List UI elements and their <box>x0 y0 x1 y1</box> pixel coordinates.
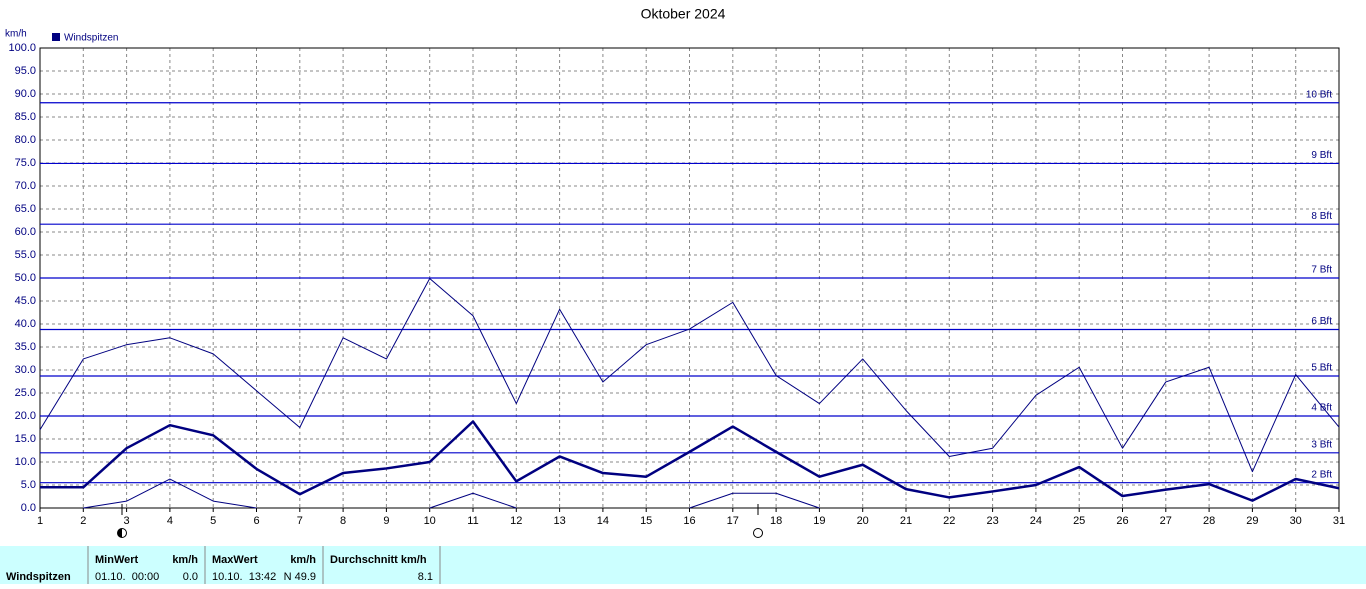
x-tick-label: 18 <box>770 515 782 527</box>
x-tick-label: 30 <box>1290 515 1302 527</box>
x-tick-label: 16 <box>683 515 695 527</box>
reference-label: 7 Bft <box>1311 265 1332 276</box>
moon-icon <box>753 528 763 538</box>
series-line <box>39 277 1340 473</box>
reference-label: 2 Bft <box>1311 469 1332 480</box>
max-unit: km/h <box>290 554 316 566</box>
y-tick-label: 50.0 <box>15 272 36 284</box>
reference-label: 8 Bft <box>1311 211 1332 222</box>
x-tick-label: 4 <box>167 515 173 527</box>
y-tick-label: 85.0 <box>15 111 36 123</box>
legend-label: Windspitzen <box>64 33 118 44</box>
y-tick-label: 80.0 <box>15 134 36 146</box>
x-tick-label: 7 <box>297 515 303 527</box>
y-tick-label: 45.0 <box>15 295 36 307</box>
y-tick-label: 55.0 <box>15 249 36 261</box>
x-tick-label: 25 <box>1073 515 1085 527</box>
series-line <box>83 478 820 509</box>
x-tick-label: 11 <box>467 515 478 527</box>
moon-icon-shade <box>117 528 122 538</box>
y-tick-label: 60.0 <box>15 226 36 238</box>
x-tick-label: 12 <box>510 515 522 527</box>
reference-label: 3 Bft <box>1311 439 1332 450</box>
x-tick-label: 2 <box>80 515 86 527</box>
x-tick-label: 9 <box>383 515 389 527</box>
summary-table: Windspitzen MinWert km/h 01.10. 00:00 0.… <box>6 546 441 584</box>
y-axis-label: km/h <box>5 29 27 40</box>
y-tick-label: 90.0 <box>15 88 36 100</box>
y-tick-label: 75.0 <box>15 157 36 169</box>
x-tick-label: 14 <box>597 515 609 527</box>
x-tick-label: 15 <box>640 515 652 527</box>
y-tick-label: 10.0 <box>15 456 36 468</box>
legend-swatch <box>52 33 60 41</box>
reference-label: 9 Bft <box>1311 150 1332 161</box>
reference-label: 10 Bft <box>1306 89 1332 100</box>
x-tick-label: 13 <box>553 515 565 527</box>
max-header: MaxWert <box>212 554 258 566</box>
x-tick-label: 5 <box>210 515 216 527</box>
y-tick-label: 15.0 <box>15 433 36 445</box>
y-tick-label: 30.0 <box>15 364 36 376</box>
x-tick-label: 28 <box>1203 515 1215 527</box>
summary-label: Windspitzen <box>6 571 71 583</box>
min-header: MinWert <box>95 554 139 566</box>
x-tick-label: 20 <box>857 515 869 527</box>
max-value: N 49.9 <box>284 571 316 583</box>
x-tick-label: 19 <box>813 515 825 527</box>
x-tick-label: 23 <box>986 515 998 527</box>
x-tick-label: 21 <box>900 515 912 527</box>
x-tick-label: 24 <box>1030 515 1042 527</box>
summary-panel <box>0 546 1366 584</box>
y-tick-label: 65.0 <box>15 203 36 215</box>
x-tick-label: 6 <box>253 515 259 527</box>
reference-label: 6 Bft <box>1311 316 1332 327</box>
min-time: 01.10. 00:00 <box>95 571 159 583</box>
y-tick-label: 0.0 <box>21 502 36 514</box>
series-line <box>40 420 1340 502</box>
y-tick-label: 20.0 <box>15 410 36 422</box>
y-tick-label: 100.0 <box>8 42 36 54</box>
x-tick-label: 10 <box>424 515 436 527</box>
y-tick-label: 35.0 <box>15 341 36 353</box>
x-tick-label: 29 <box>1246 515 1258 527</box>
x-tick-label: 17 <box>727 515 739 527</box>
x-tick-label: 22 <box>943 515 955 527</box>
min-value: 0.0 <box>183 571 198 583</box>
y-tick-label: 40.0 <box>15 318 36 330</box>
avg-value: 8.1 <box>418 571 433 583</box>
x-tick-label: 27 <box>1160 515 1172 527</box>
y-tick-label: 25.0 <box>15 387 36 399</box>
y-tick-label: 70.0 <box>15 180 36 192</box>
reference-label: 5 Bft <box>1311 363 1332 374</box>
reference-label: 4 Bft <box>1311 403 1332 414</box>
x-tick-label: 26 <box>1116 515 1128 527</box>
x-tick-label: 3 <box>124 515 130 527</box>
max-time: 10.10. 13:42 <box>212 571 276 583</box>
x-tick-label: 31 <box>1333 515 1345 527</box>
moon-icons <box>117 504 763 538</box>
x-tick-label: 1 <box>37 515 43 527</box>
y-tick-label: 5.0 <box>21 479 36 491</box>
y-tick-label: 95.0 <box>15 65 36 77</box>
min-unit: km/h <box>172 554 198 566</box>
x-tick-label: 8 <box>340 515 346 527</box>
avg-header: Durchschnitt km/h <box>330 554 427 566</box>
chart-title: Oktober 2024 <box>641 6 726 22</box>
